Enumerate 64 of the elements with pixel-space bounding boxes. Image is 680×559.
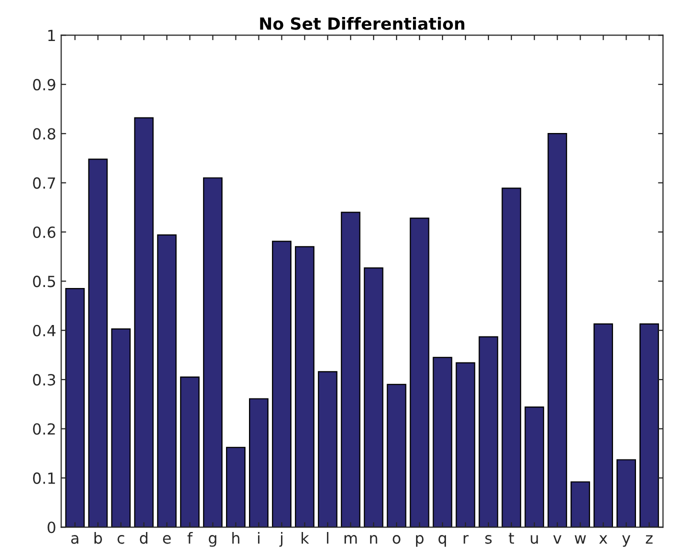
bar	[594, 323, 614, 528]
bar	[616, 459, 636, 528]
x-tick-label: z	[646, 535, 653, 544]
x-tick-label: r	[464, 535, 469, 544]
x-tick-label: u	[530, 535, 538, 544]
y-tick-label: 0.2	[33, 423, 55, 435]
bar	[340, 212, 360, 528]
x-tick-label: v	[553, 535, 562, 544]
y-tick-label: 0.6	[33, 226, 56, 238]
x-tick-label: b	[94, 532, 102, 544]
x-tick-label: x	[599, 535, 608, 544]
x-tick-label: k	[302, 532, 310, 544]
bar	[88, 158, 108, 528]
chart-title: No Set Differentiation	[260, 16, 464, 30]
x-tick-label: m	[344, 535, 357, 544]
bar	[294, 246, 314, 528]
x-tick-label: e	[163, 535, 171, 544]
x-tick-label: y	[622, 535, 630, 547]
y-tick-label: 0.8	[33, 128, 56, 140]
x-tick-label: q	[438, 535, 446, 547]
x-tick-label: a	[71, 535, 78, 544]
bar	[502, 188, 522, 528]
bar	[456, 362, 476, 528]
x-tick-label: j	[279, 532, 282, 547]
bar	[134, 117, 154, 528]
x-tick-label: h	[232, 532, 240, 544]
bar	[180, 376, 200, 528]
x-tick-label: o	[392, 535, 400, 544]
y-tick-label: 0	[48, 522, 56, 534]
bar	[272, 240, 292, 528]
bar	[432, 356, 452, 528]
x-tick-label: n	[370, 535, 378, 544]
bar	[478, 336, 498, 528]
x-tick-label: p	[416, 535, 424, 547]
y-tick-label: 0.5	[33, 276, 56, 288]
x-tick-label: c	[118, 535, 124, 544]
bar	[318, 371, 338, 528]
y-tick-label: 0.4	[33, 324, 56, 336]
y-tick-label: 0.1	[33, 472, 55, 484]
bar	[65, 288, 85, 528]
bar	[226, 446, 246, 528]
bar	[410, 218, 430, 528]
y-tick-label: 0.9	[33, 78, 56, 90]
bar	[203, 177, 223, 528]
x-tick-label: w	[574, 535, 586, 544]
bar	[548, 133, 568, 528]
y-tick-label: 1	[48, 30, 55, 42]
x-tick-label: g	[208, 535, 216, 547]
bar	[639, 323, 659, 528]
bar	[524, 406, 544, 528]
bar	[364, 267, 384, 528]
x-tick-label: l	[326, 532, 328, 544]
bar	[248, 398, 268, 528]
x-tick-label: t	[508, 532, 514, 544]
bar	[386, 384, 406, 528]
x-tick-label: s	[485, 535, 492, 544]
x-tick-label: i	[258, 532, 260, 544]
bar	[570, 481, 590, 528]
x-tick-label: f	[187, 532, 193, 544]
x-tick-label: d	[140, 532, 148, 544]
bar	[111, 328, 131, 528]
y-tick-label: 0.3	[33, 374, 56, 386]
bar	[157, 234, 177, 528]
y-tick-label: 0.7	[33, 177, 56, 189]
